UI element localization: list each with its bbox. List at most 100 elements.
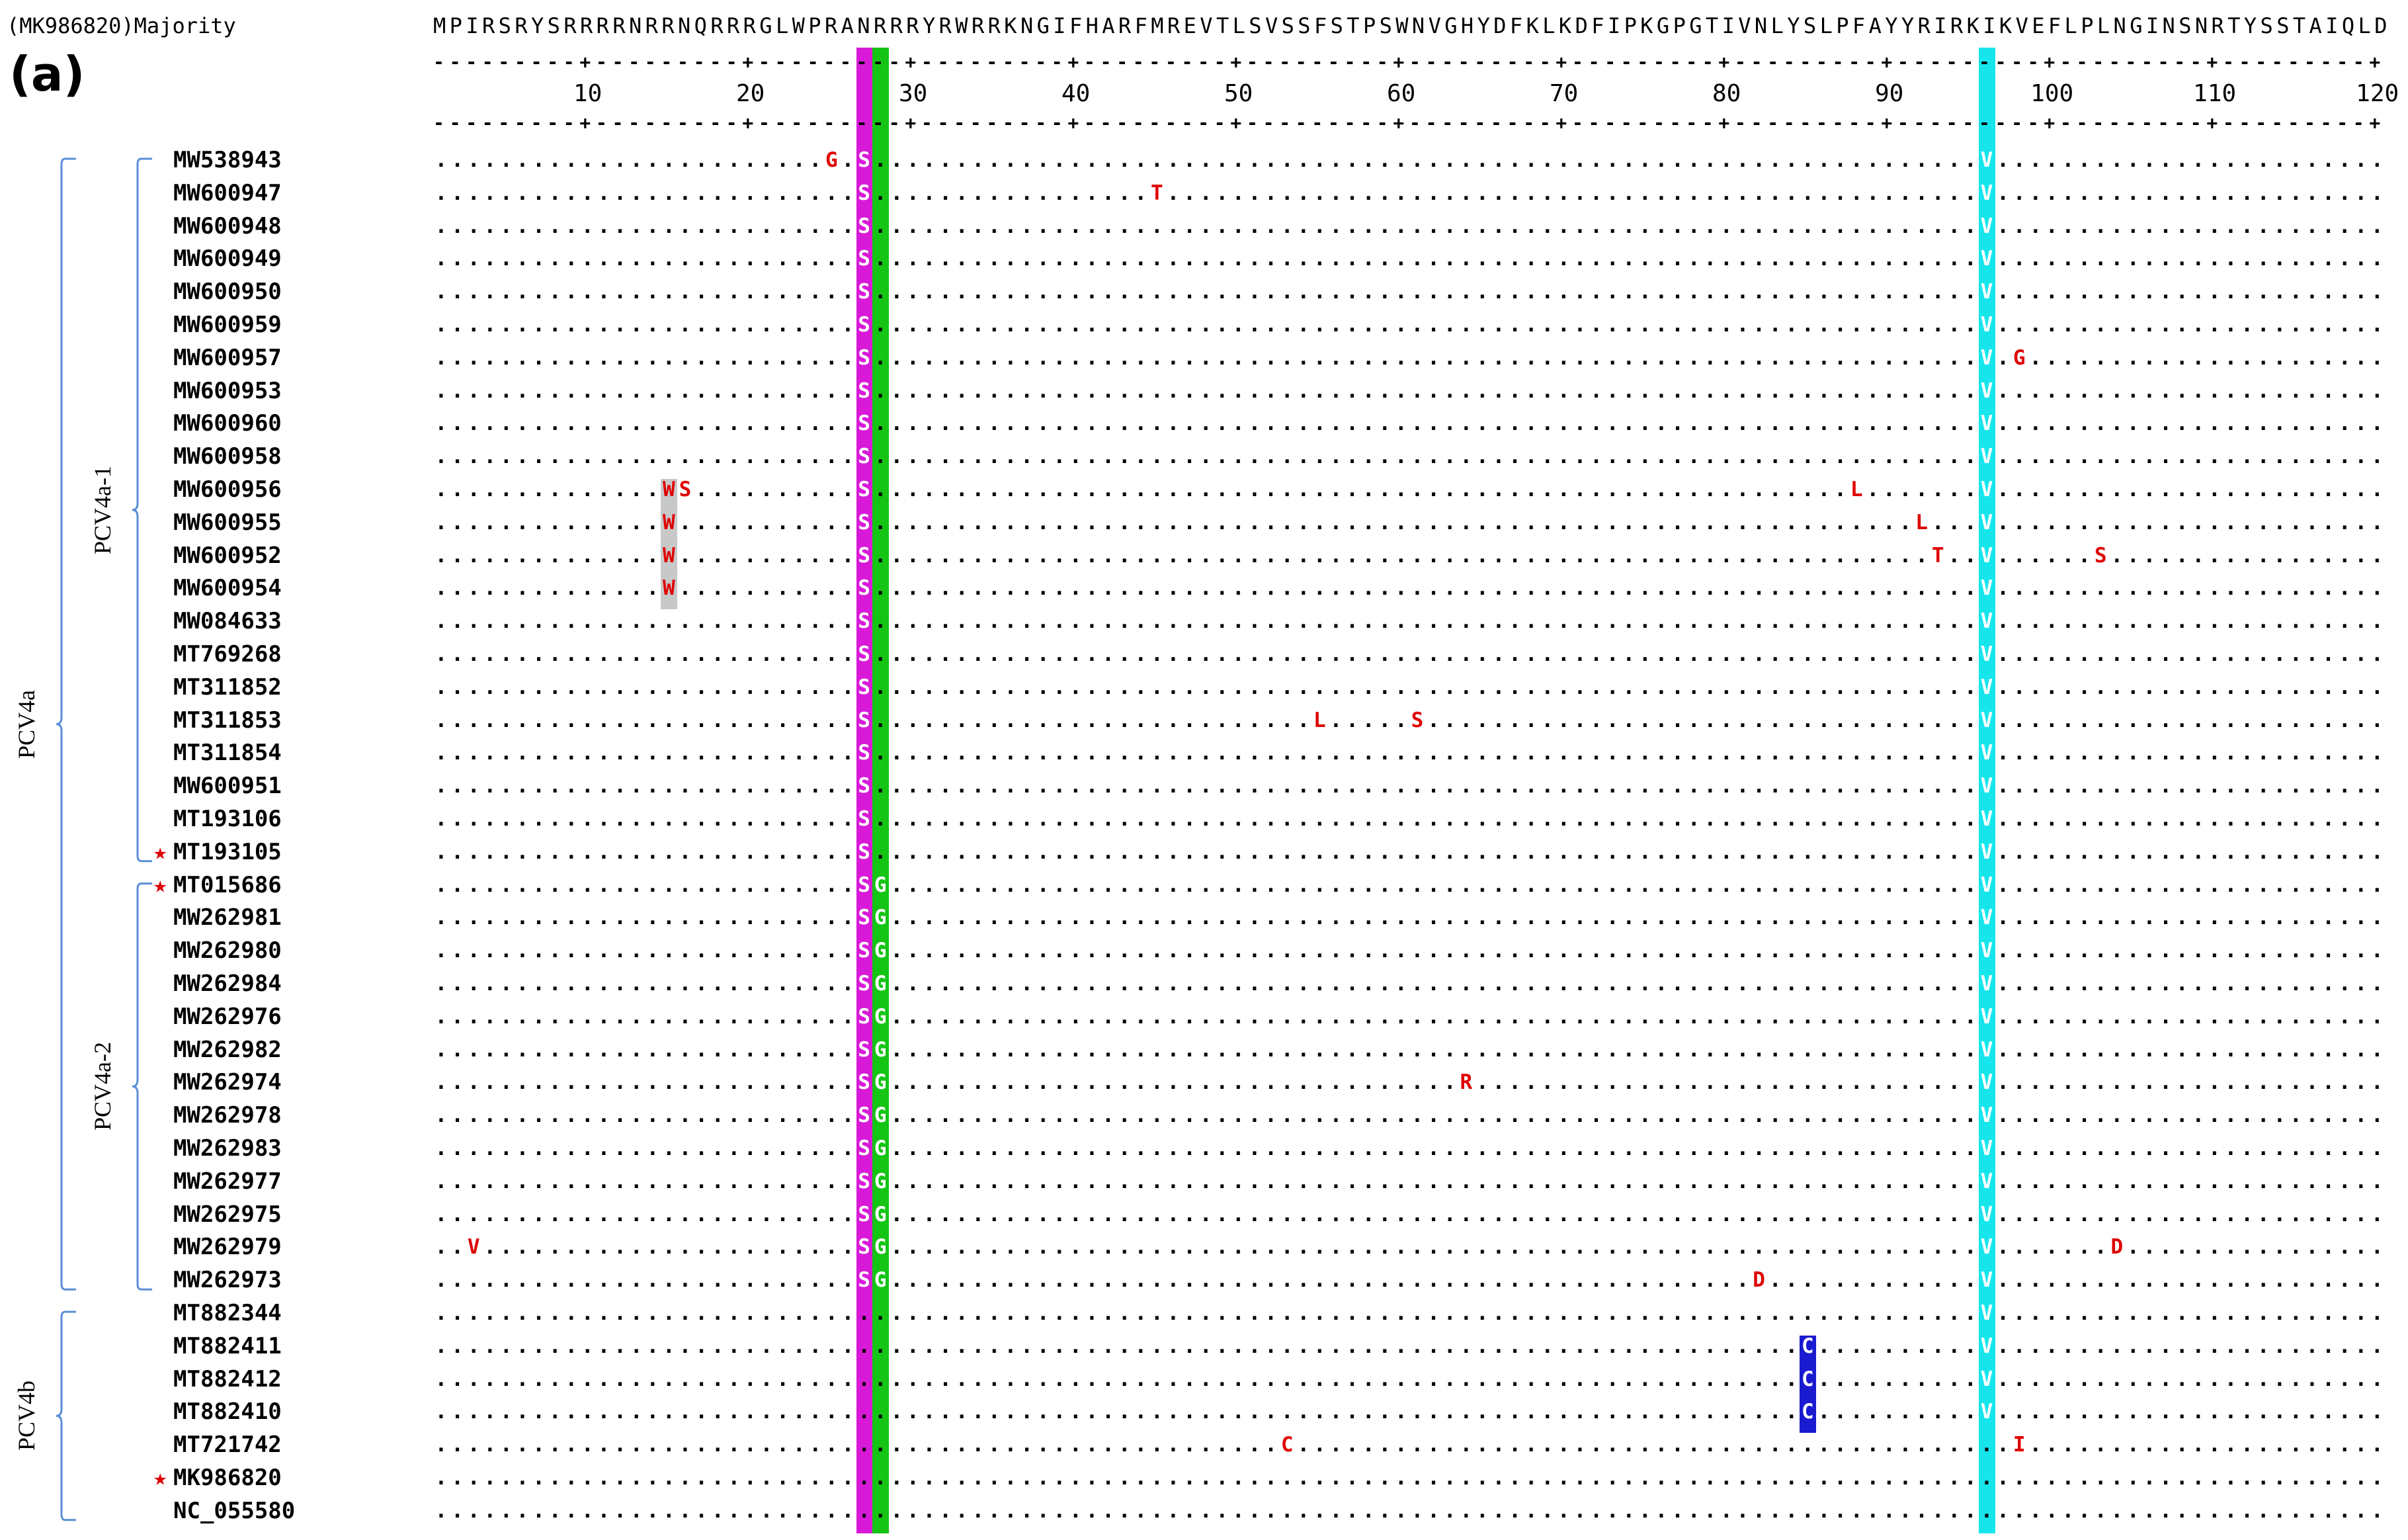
identity-dot: . bbox=[1817, 214, 1831, 238]
ruler-tick-label: 100 bbox=[2030, 80, 2074, 107]
identity-dot: . bbox=[1720, 181, 1733, 205]
identity-dot: . bbox=[1020, 148, 1033, 172]
identity-dot: . bbox=[1524, 148, 1538, 172]
identity-dot: . bbox=[1460, 181, 1473, 205]
identity-dot: . bbox=[1785, 148, 1798, 172]
identity-dot: . bbox=[907, 214, 919, 238]
identity-dot: . bbox=[1964, 148, 1977, 172]
identity-dot: . bbox=[2354, 181, 2368, 205]
identity-dot: . bbox=[1004, 148, 1017, 172]
identity-dot: . bbox=[1834, 148, 1847, 172]
identity-dot: . bbox=[1102, 181, 1114, 205]
identity-dot: . bbox=[663, 214, 675, 238]
identity-dot: . bbox=[2208, 214, 2221, 238]
identity-dot: . bbox=[1280, 181, 1294, 205]
identity-dot: . bbox=[1167, 214, 1180, 238]
identity-dot: . bbox=[1297, 181, 1310, 205]
identity-dot: . bbox=[923, 214, 936, 238]
identity-dot: . bbox=[1606, 214, 1619, 238]
identity-dot: . bbox=[2143, 181, 2156, 205]
identity-dot: . bbox=[2127, 148, 2139, 172]
identity-dot: . bbox=[663, 181, 675, 205]
identity-dot: . bbox=[1899, 148, 1912, 172]
identity-dot: . bbox=[2208, 148, 2221, 172]
identity-dot: . bbox=[1378, 148, 1391, 172]
identity-dot: . bbox=[1541, 214, 1554, 238]
identity-dot: . bbox=[2257, 148, 2270, 172]
identity-dot: . bbox=[695, 181, 708, 205]
special-cell-block-1 bbox=[1800, 1335, 1816, 1433]
majority-sequence: MPIRSRYSRRRRNRRNQRRRGLWPRANRRRYRWRRKNGIF… bbox=[433, 13, 2391, 38]
highlight-column-27 bbox=[856, 48, 873, 1533]
identity-dot: . bbox=[1687, 214, 1700, 238]
identity-dot: . bbox=[2305, 181, 2319, 205]
identity-dot: . bbox=[2224, 148, 2237, 172]
identity-dot: . bbox=[2192, 148, 2205, 172]
identity-dot: . bbox=[1362, 148, 1375, 172]
identity-dot: . bbox=[646, 214, 659, 238]
identity-dot: . bbox=[435, 214, 448, 238]
ruler-tick-label: 50 bbox=[1224, 80, 1253, 107]
identity-dot: . bbox=[1476, 214, 1489, 238]
identity-dot: . bbox=[874, 214, 887, 238]
identity-dot: . bbox=[923, 148, 936, 172]
identity-dot: . bbox=[1183, 148, 1196, 172]
identity-dot: . bbox=[614, 181, 626, 205]
identity-dot: . bbox=[1004, 181, 1017, 205]
identity-dot: . bbox=[2046, 181, 2058, 205]
identity-dot: . bbox=[1053, 148, 1066, 172]
identity-dot: . bbox=[1085, 214, 1099, 238]
identity-dot: . bbox=[1948, 148, 1961, 172]
identity-dot: . bbox=[483, 247, 497, 271]
identity-dot: . bbox=[516, 181, 529, 205]
ruler-tick-label: 110 bbox=[2193, 80, 2237, 107]
identity-dot: . bbox=[1606, 148, 1619, 172]
identity-dot: . bbox=[1411, 214, 1424, 238]
identity-dot: . bbox=[1768, 181, 1782, 205]
identity-dot: . bbox=[1069, 148, 1082, 172]
identity-dot: . bbox=[1736, 214, 1749, 238]
identity-dot: . bbox=[2061, 181, 2075, 205]
identity-dot: . bbox=[646, 247, 659, 271]
identity-dot: . bbox=[1248, 214, 1261, 238]
identity-dot: . bbox=[1736, 181, 1749, 205]
identity-dot: . bbox=[744, 148, 757, 172]
identity-dot: . bbox=[1802, 181, 1814, 205]
identity-dot: . bbox=[467, 247, 480, 271]
identity-dot: . bbox=[1509, 148, 1521, 172]
identity-dot: . bbox=[646, 181, 659, 205]
identity-dot: . bbox=[1395, 148, 1407, 172]
identity-dot: . bbox=[1524, 181, 1538, 205]
identity-dot: . bbox=[1768, 214, 1782, 238]
identity-dot: . bbox=[2175, 181, 2188, 205]
identity-dot: . bbox=[2241, 181, 2253, 205]
identity-dot: . bbox=[2127, 181, 2139, 205]
identity-dot: . bbox=[516, 214, 529, 238]
identity-dot: . bbox=[1102, 214, 1114, 238]
accession-label: MW538943 bbox=[173, 147, 282, 173]
identity-dot: . bbox=[939, 214, 952, 238]
identity-dot: . bbox=[1622, 214, 1636, 238]
identity-dot: . bbox=[1753, 214, 1765, 238]
identity-dot: . bbox=[565, 148, 578, 172]
identity-dot: . bbox=[972, 148, 985, 172]
identity-dot: . bbox=[2371, 214, 2384, 238]
identity-dot: . bbox=[695, 214, 708, 238]
identity-dot: . bbox=[1509, 181, 1521, 205]
identity-dot: . bbox=[1573, 214, 1587, 238]
identity-dot: . bbox=[435, 247, 448, 271]
identity-dot: . bbox=[1427, 181, 1440, 205]
identity-dot: . bbox=[581, 247, 594, 271]
identity-dot: . bbox=[1329, 214, 1343, 238]
identity-dot: . bbox=[1053, 181, 1066, 205]
identity-dot: . bbox=[614, 214, 626, 238]
identity-dot: . bbox=[760, 247, 773, 271]
identity-dot: . bbox=[744, 181, 757, 205]
identity-dot: . bbox=[1248, 148, 1261, 172]
identity-dot: . bbox=[2322, 148, 2335, 172]
identity-dot: . bbox=[809, 247, 822, 271]
identity-dot: . bbox=[2305, 148, 2319, 172]
identity-dot: . bbox=[1573, 148, 1587, 172]
identity-dot: . bbox=[1085, 148, 1099, 172]
identity-dot: . bbox=[825, 181, 838, 205]
